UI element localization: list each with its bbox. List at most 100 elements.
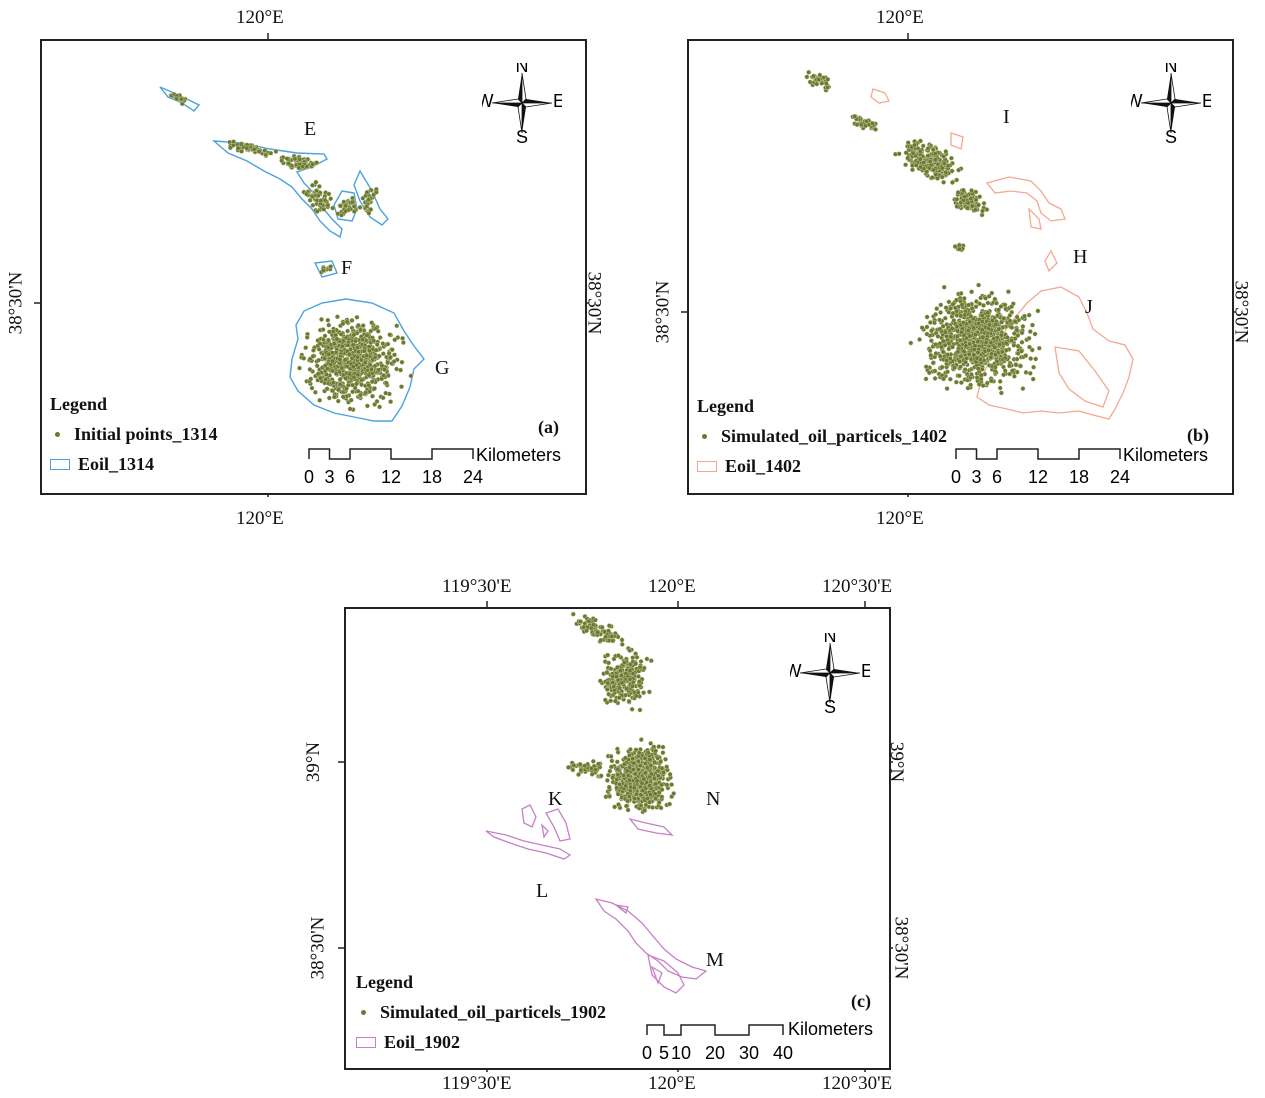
oil-particle-dot [366,344,372,350]
legend-item-eoil: Eoil_1402 [697,451,947,481]
oil-particle-dot [381,372,387,378]
oil-particle-dot [638,659,644,664]
oil-particle-dot [382,367,388,373]
oil-particle-dot [979,366,985,372]
oil-particle-dot [605,772,611,778]
oil-particle-dot [371,338,377,344]
oil-particle-dot [863,123,868,129]
oil-particle-dot [256,149,262,154]
oil-particle-dot [1009,368,1015,374]
oil-particle-dot [1004,334,1010,340]
oil-particle-dot [408,373,414,379]
oil-particle-dot [292,156,298,162]
legend-b: Legend Simulated_oil_particels_1402 Eoil… [697,391,947,481]
oil-particle-dot [364,203,370,209]
oil-particle-dot [608,753,614,759]
oil-particle-dot [927,320,933,325]
oil-particle-dot [592,767,598,773]
oil-particle-dot [968,382,974,388]
scale-tick-label: 12 [381,467,401,487]
oil-particle-dot [1036,345,1042,351]
oil-particle-dot [345,328,351,334]
oil-particle-dot [962,367,968,373]
oil-particle-dot [998,390,1004,396]
oil-particle-dot [340,394,346,400]
oil-particle-dot [1030,376,1036,382]
oil-particle-dot [344,319,350,325]
oil-particle-dot [376,353,382,359]
oil-particle-dot [985,310,991,315]
oil-particle-dot [606,784,612,790]
oil-particle-dot [570,611,576,617]
oil-particle-dot [345,342,351,348]
scale-tick-label: 20 [705,1043,725,1063]
oil-particle-dot [864,118,870,124]
oil-particle-dot [641,690,647,696]
oil-particle-dot [326,329,332,335]
oil-particle-dot [356,349,362,355]
oil-particle-dot [627,676,633,682]
scale-tick-label: 3 [971,467,981,487]
oil-particle-dot [235,145,241,151]
oil-particle-dot [941,284,947,290]
scale-tick-label: 24 [463,467,483,487]
top-tick-119-30e-c: 119°30'E [442,576,512,597]
oil-particle-dot [1020,323,1026,329]
oil-particle-dot [400,340,406,346]
oil-particle-dot [659,787,665,793]
oil-particle-dot [372,386,378,391]
scale-tick-label: 24 [1110,467,1130,487]
oil-particle-dot [980,208,986,214]
oil-particle-dot [366,197,372,203]
oil-particle-dot [933,342,939,347]
oil-particle-dot [342,357,348,363]
oil-particle-dot [958,354,964,360]
oil-particle-dot [663,756,668,762]
oil-particle-dot [326,395,332,401]
oil-particle-dot [614,759,620,765]
oil-particle-dot [325,366,330,372]
oil-particle-dot [825,84,830,90]
oil-particle-dot [932,151,938,157]
oil-particle-dot [814,81,820,87]
oil-particle-dot [347,406,353,412]
oil-particle-dot [958,290,964,296]
oil-particle-dot [1027,370,1033,376]
oil-particle-dot [647,783,653,789]
oil-particle-dot [366,382,372,388]
oil-particle-dot [910,167,915,173]
oil-particle-dot [1027,344,1032,350]
oil-particle-dot [238,141,244,147]
oil-particle-dot [1006,363,1012,369]
oil-particle-dot [319,316,324,322]
oil-particle-dot [617,685,623,691]
oil-particle-dot [946,346,952,352]
oil-particle-dot [639,780,645,786]
oil-particle-dot [924,169,930,175]
oil-particle-dot [961,295,967,301]
oil-particle-dot [626,698,632,704]
oil-particle-dot [977,194,983,200]
oil-particle-dot [965,200,971,206]
oil-particle-dot [905,155,911,161]
oil-particle-dot [338,331,344,337]
oil-particle-dot [362,360,368,366]
oil-particle-dot [307,356,313,362]
oil-particle-dot [952,305,958,311]
oil-particle-dot [994,335,1000,341]
oil-particle-dot [373,189,379,195]
oil-particle-dot [230,142,236,148]
oil-particle-dot [642,808,647,813]
oil-particle-dot [924,331,930,337]
oil-particle-dot [955,349,961,355]
oil-particle-dot [301,355,307,361]
oil-particle-dot [918,164,923,170]
oil-particle-dot [913,162,919,168]
oil-particle-dot [629,706,635,712]
scale-tick-label: 0 [304,467,314,487]
oil-particle-dot [606,623,612,629]
scale-bar-b: 0 3 6 12 18 24 Kilometers [951,445,1208,487]
oil-particle-dot [338,212,344,218]
oil-particle-dot [644,779,650,785]
oil-particle-dot [606,660,612,666]
